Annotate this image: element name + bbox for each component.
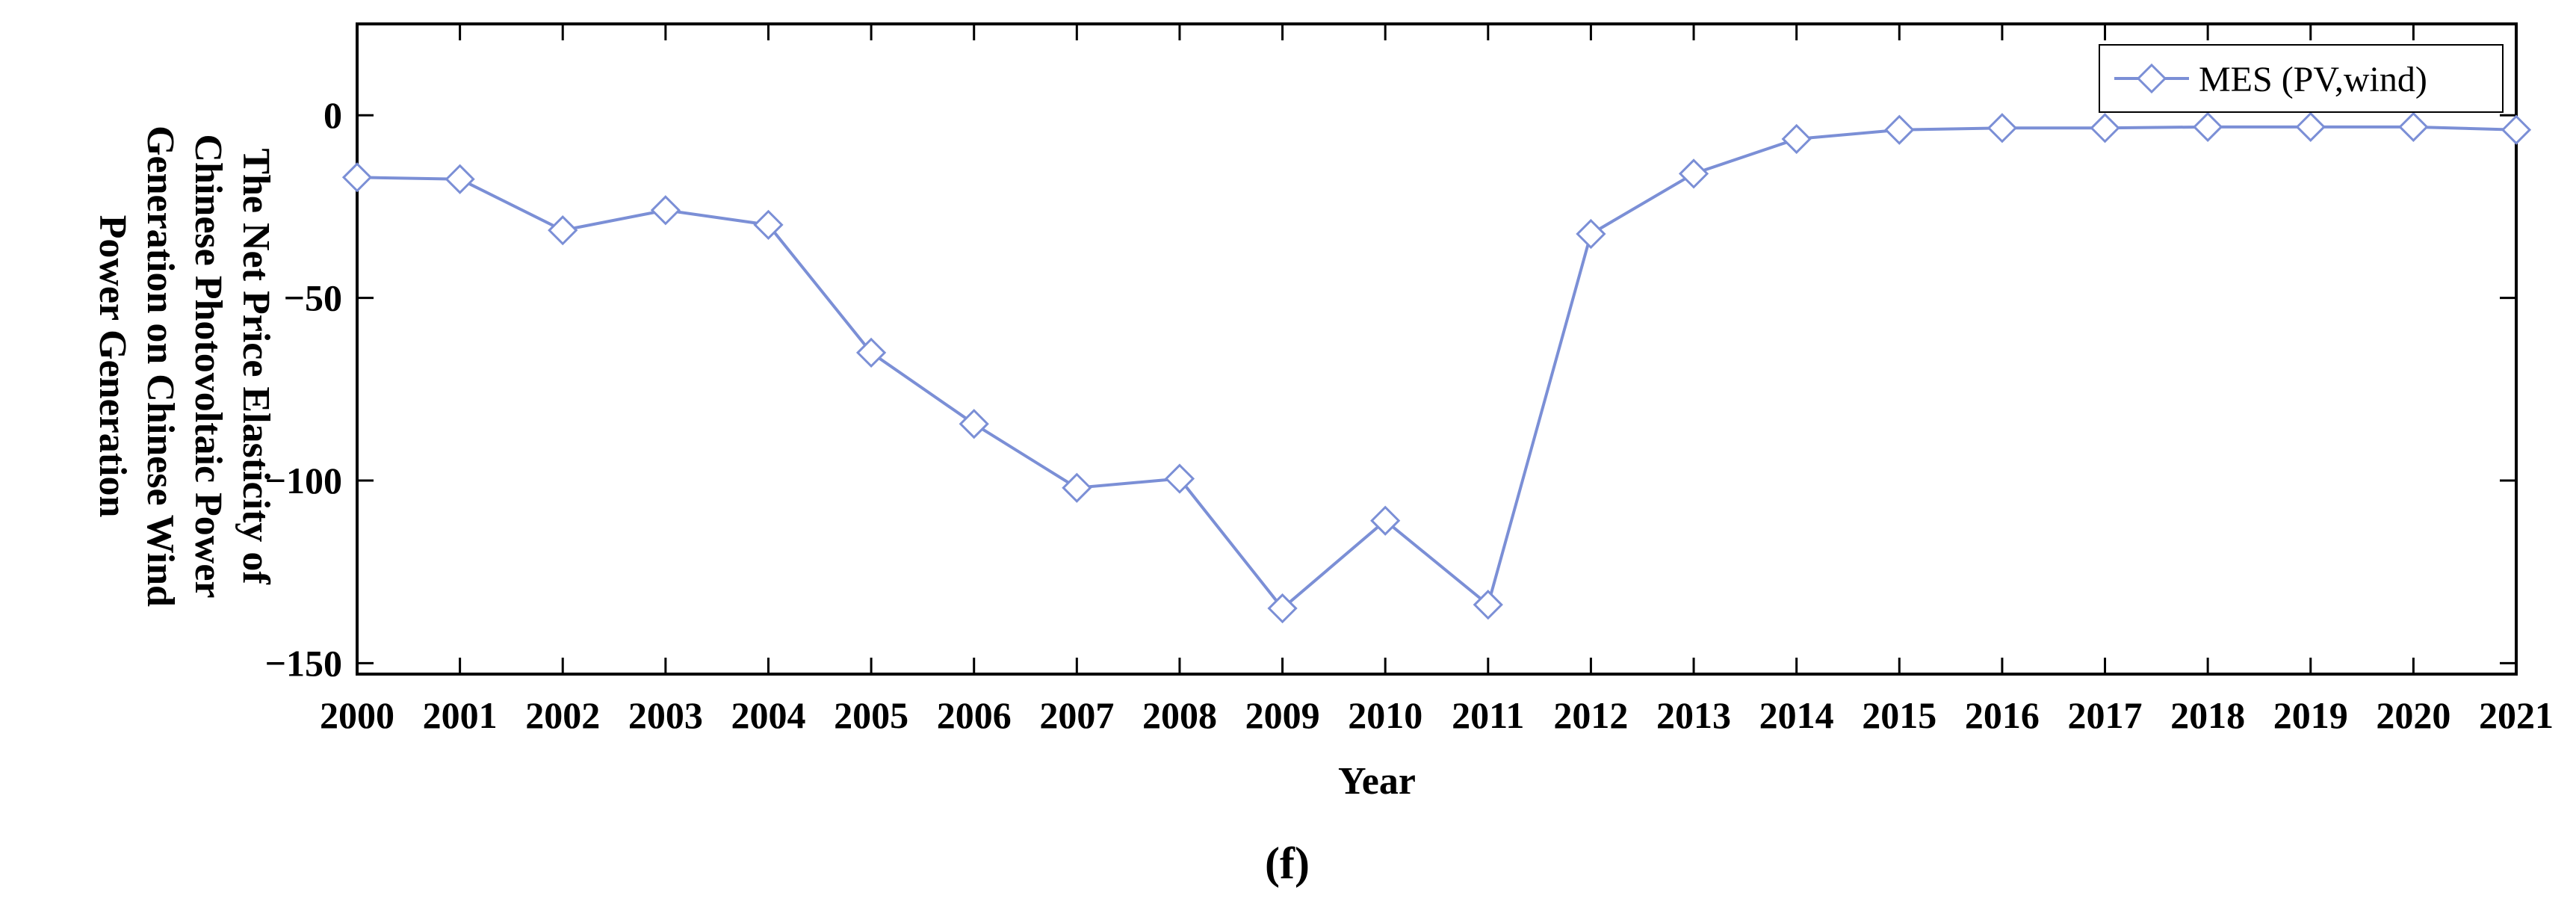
data-point	[1370, 505, 1401, 536]
x-tick-label: 2005	[834, 694, 908, 736]
y-axis: 0 −50 −100 −150	[265, 94, 2516, 684]
data-point	[1164, 463, 1195, 494]
figure-caption: (f)	[1265, 839, 1310, 888]
x-tick-label: 2013	[1656, 694, 1731, 736]
x-tick-label: 2019	[2273, 694, 2348, 736]
data-point	[341, 162, 373, 193]
data-point	[2398, 111, 2429, 142]
x-tick-label: 2016	[1965, 694, 2040, 736]
data-point	[2295, 111, 2326, 142]
data-point	[1884, 114, 1915, 145]
y-tick-label: −150	[265, 642, 343, 684]
data-point	[1473, 590, 1503, 620]
x-tick-label: 2008	[1142, 694, 1217, 736]
data-point	[855, 337, 887, 368]
data-point	[2090, 113, 2120, 143]
plot-area	[356, 22, 2518, 676]
x-tick-label: 2021	[2479, 694, 2554, 736]
y-axis-title-line: Power Generation	[91, 215, 134, 518]
x-tick-label: 2006	[937, 694, 1012, 736]
data-point	[548, 215, 578, 246]
x-tick-label: 2007	[1039, 694, 1114, 736]
y-tick-label: −50	[284, 277, 343, 319]
data-point	[2501, 114, 2532, 145]
data-point	[1267, 593, 1298, 624]
x-tick-label: 2020	[2376, 694, 2450, 736]
data-point	[1576, 218, 1606, 250]
x-axis: 2000 2001 2002 2003 2004 2005 2006 2007 2008 2009…	[320, 24, 2554, 736]
x-tick-label: 2017	[2068, 694, 2143, 736]
x-tick-label: 2004	[731, 694, 805, 736]
x-tick-label: 2003	[628, 694, 703, 736]
y-axis-title-line: The Net Price Elasticity of	[235, 148, 277, 584]
series-line	[356, 125, 2517, 611]
data-point	[1062, 472, 1092, 503]
y-axis-title-line: Chinese Photovoltaic Power	[187, 134, 229, 598]
data-point	[1781, 123, 1812, 155]
legend-label: MES (PV,wind)	[2199, 60, 2427, 99]
y-axis-title-line: Generation on Chinese Wind	[139, 126, 182, 607]
x-tick-label: 2000	[320, 694, 394, 736]
x-axis-title: Year	[1338, 760, 1416, 803]
y-axis-title: The Net Price Elasticity ofChinese Photo…	[91, 126, 277, 607]
x-tick-label: 2009	[1245, 694, 1320, 736]
data-point	[1678, 158, 1709, 189]
x-tick-label: 2015	[1862, 694, 1936, 736]
legend-marker-diamond-icon	[2136, 63, 2167, 94]
series-layer	[341, 111, 2532, 624]
x-tick-label: 2018	[2170, 694, 2245, 736]
data-point	[650, 195, 681, 226]
x-tick-label: 2001	[423, 694, 498, 736]
data-point	[959, 409, 989, 439]
data-point	[753, 209, 784, 240]
data-point	[445, 164, 475, 194]
x-tick-label: 2002	[525, 694, 600, 736]
legend: MES (PV,wind)	[2099, 44, 2504, 113]
x-tick-label: 2014	[1759, 694, 1834, 736]
data-point	[1987, 113, 2018, 143]
x-tick-label: 2011	[1452, 694, 1524, 736]
data-point	[2193, 111, 2223, 142]
y-tick-label: 0	[323, 94, 342, 136]
y-tick-label: −100	[265, 460, 343, 501]
x-tick-label: 2012	[1553, 694, 1628, 736]
x-tick-label: 2010	[1348, 694, 1422, 736]
